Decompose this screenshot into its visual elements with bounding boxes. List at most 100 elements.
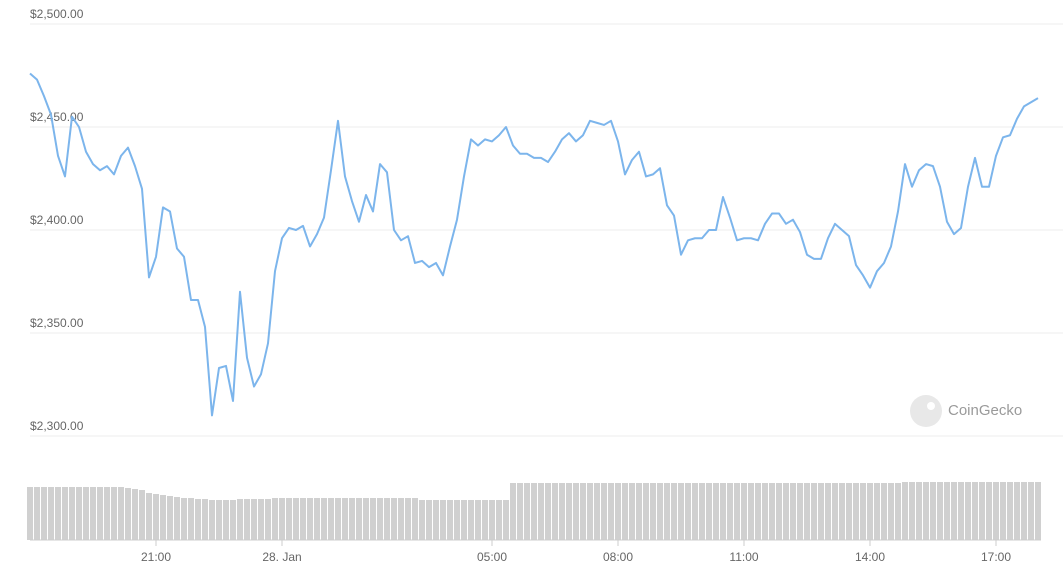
volume-bar	[839, 483, 845, 540]
volume-bar	[482, 500, 488, 540]
volume-bar	[41, 487, 47, 540]
price-layer: $2,300.00 $2,350.00 $2,400.00 $2,450.00 $2,5…	[29, 7, 1063, 564]
price-line	[29, 72, 1039, 417]
volume-bar	[643, 483, 649, 540]
volume-bar	[951, 482, 957, 540]
volume-bar	[797, 483, 803, 540]
volume-bar	[202, 499, 208, 540]
y-tick-label: $2,450.00	[30, 110, 84, 124]
volume-bar	[181, 498, 187, 540]
volume-bar	[916, 482, 922, 540]
volume-bar	[790, 483, 796, 540]
volume-bar	[538, 483, 544, 540]
volume-bar	[755, 483, 761, 540]
volume-bar	[146, 493, 152, 540]
volume-bar	[237, 499, 243, 540]
x-tick-label: 05:00	[477, 550, 507, 564]
volume-bar	[307, 498, 313, 540]
volume-bar	[944, 482, 950, 540]
volume-bar	[1035, 482, 1041, 540]
volume-bar	[650, 483, 656, 540]
volume-bar	[468, 500, 474, 540]
y-tick-label: $2,300.00	[30, 419, 84, 433]
volume-bar	[909, 482, 915, 540]
volume-layer	[27, 482, 1041, 541]
volume-bar	[489, 500, 495, 540]
volume-bar	[125, 488, 131, 540]
volume-bar	[510, 483, 516, 540]
volume-bar	[433, 500, 439, 540]
x-tick-label: 21:00	[141, 550, 171, 564]
volume-bar	[377, 498, 383, 540]
volume-bar	[167, 496, 173, 540]
volume-bar	[615, 483, 621, 540]
volume-bar	[734, 483, 740, 540]
volume-bar	[587, 483, 593, 540]
volume-bar	[272, 498, 278, 540]
volume-bar	[118, 487, 124, 540]
volume-bar	[90, 487, 96, 540]
volume-bar	[881, 483, 887, 540]
volume-bar	[804, 483, 810, 540]
volume-bar	[321, 498, 327, 540]
x-tick-label: 14:00	[855, 550, 885, 564]
volume-bar	[622, 483, 628, 540]
volume-bar	[300, 498, 306, 540]
volume-bar	[454, 500, 460, 540]
volume-bar	[314, 498, 320, 540]
volume-bar	[671, 483, 677, 540]
volume-bar	[1000, 482, 1006, 540]
volume-bar	[923, 482, 929, 540]
volume-bar	[55, 487, 61, 540]
volume-bar	[279, 498, 285, 540]
volume-bar	[636, 483, 642, 540]
volume-bar	[993, 482, 999, 540]
volume-bar	[692, 483, 698, 540]
volume-bar	[391, 498, 397, 540]
volume-bar	[937, 482, 943, 540]
volume-bar	[1028, 482, 1034, 540]
volume-bar	[76, 487, 82, 540]
volume-bar	[223, 500, 229, 540]
volume-bar	[783, 483, 789, 540]
volume-bar	[818, 483, 824, 540]
volume-bar	[517, 483, 523, 540]
volume-bar	[370, 498, 376, 540]
volume-bar	[447, 500, 453, 540]
volume-bar	[860, 483, 866, 540]
volume-bar	[867, 483, 873, 540]
x-tick-label: 17:00	[981, 550, 1011, 564]
volume-bar	[230, 500, 236, 540]
y-tick-label: $2,400.00	[30, 213, 84, 227]
volume-bar	[174, 497, 180, 540]
volume-bar	[419, 500, 425, 540]
volume-bar	[356, 498, 362, 540]
volume-bar	[293, 498, 299, 540]
volume-bar	[727, 483, 733, 540]
volume-bar	[524, 483, 530, 540]
volume-bar	[566, 483, 572, 540]
volume-bar	[825, 483, 831, 540]
x-tick-label: 28. Jan	[262, 550, 301, 564]
volume-bar	[895, 483, 901, 540]
watermark-text: CoinGecko	[948, 402, 1022, 419]
volume-bar	[104, 487, 110, 540]
volume-bar	[27, 487, 33, 540]
volume-bar	[832, 483, 838, 540]
volume-bar	[69, 487, 75, 540]
volume-bar	[664, 483, 670, 540]
volume-bar	[496, 500, 502, 540]
volume-bar	[34, 487, 40, 540]
volume-bar	[608, 483, 614, 540]
volume-bar	[328, 498, 334, 540]
volume-bar	[160, 495, 166, 540]
volume-bar	[153, 494, 159, 540]
volume-bar	[1021, 482, 1027, 540]
volume-bar	[461, 500, 467, 540]
volume-bar	[258, 499, 264, 540]
volume-bar	[426, 500, 432, 540]
volume-bar	[1007, 482, 1013, 540]
volume-bar	[706, 483, 712, 540]
volume-bar	[265, 499, 271, 540]
